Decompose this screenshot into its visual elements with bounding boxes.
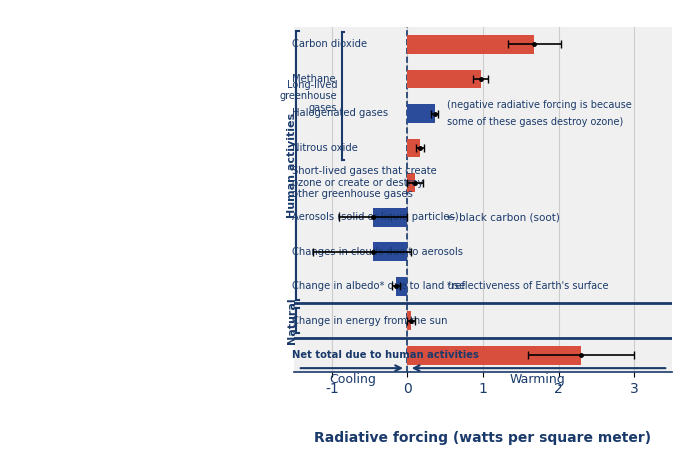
Text: Cooling: Cooling <box>330 373 377 386</box>
Text: Carbon dioxide: Carbon dioxide <box>293 39 368 49</box>
Text: Short-lived gases that create
ozone or create or destroy
other greenhouse gases: Short-lived gases that create ozone or c… <box>293 166 438 199</box>
Text: Natural: Natural <box>287 297 297 344</box>
Text: Change in albedo* due to land use: Change in albedo* due to land use <box>293 281 466 291</box>
Text: Methane: Methane <box>293 74 336 84</box>
Text: Aerosols (solid or liquid particles): Aerosols (solid or liquid particles) <box>293 212 459 222</box>
Bar <box>373 242 407 261</box>
Text: Changes in clouds due to aerosols: Changes in clouds due to aerosols <box>293 247 463 257</box>
Bar <box>407 35 534 54</box>
Text: Warming: Warming <box>510 373 566 386</box>
Bar <box>407 138 420 158</box>
Text: ← black carbon (soot): ← black carbon (soot) <box>447 212 559 222</box>
Bar <box>407 345 581 365</box>
Text: Net total due to human activities: Net total due to human activities <box>293 350 480 360</box>
Bar <box>373 207 407 227</box>
Bar <box>407 311 411 330</box>
Text: Radiative forcing (watts per square meter): Radiative forcing (watts per square mete… <box>314 431 652 445</box>
Bar <box>407 69 481 89</box>
Text: Halogenated gases: Halogenated gases <box>293 109 388 118</box>
Text: Long-lived
greenhouse
gases: Long-lived greenhouse gases <box>279 79 337 113</box>
Text: Nitrous oxide: Nitrous oxide <box>293 143 358 153</box>
Text: *reflectiveness of Earth's surface: *reflectiveness of Earth's surface <box>447 281 608 291</box>
Text: Human activities: Human activities <box>287 113 297 218</box>
Bar <box>396 276 407 296</box>
Text: some of these gases destroy ozone): some of these gases destroy ozone) <box>447 117 623 127</box>
Bar <box>407 104 435 123</box>
Bar <box>407 173 415 192</box>
Text: (negative radiative forcing is because: (negative radiative forcing is because <box>447 100 631 110</box>
Text: Change in energy from the sun: Change in energy from the sun <box>293 316 448 326</box>
